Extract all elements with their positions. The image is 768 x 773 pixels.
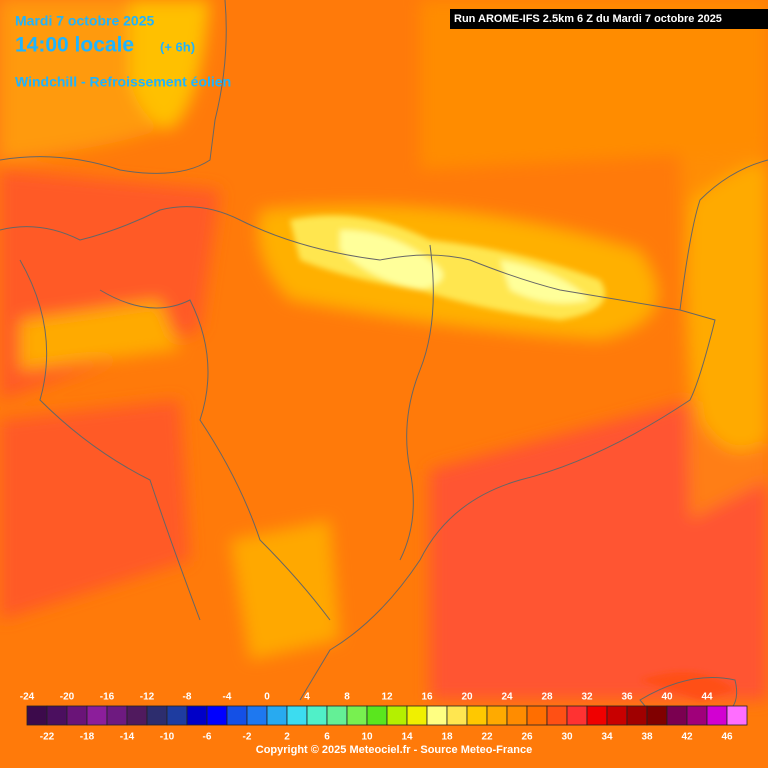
legend-label: -20 [60, 692, 75, 703]
legend-label: 32 [581, 692, 593, 703]
legend-label: 12 [381, 692, 393, 703]
header: Mardi 7 octobre 2025 14:00 locale (+ 6h)… [15, 13, 231, 90]
legend-label: 34 [601, 732, 613, 743]
legend-swatch [446, 705, 468, 726]
legend-swatch [466, 705, 488, 726]
legend-label: 18 [441, 732, 453, 743]
legend-swatch [546, 705, 568, 726]
legend-label: 8 [344, 692, 350, 703]
legend-label: 14 [401, 732, 413, 743]
legend-label: 10 [361, 732, 373, 743]
legend-swatch [426, 705, 448, 726]
legend-label: -14 [120, 732, 135, 743]
legend-label: 44 [701, 692, 713, 703]
legend-label: 38 [641, 732, 653, 743]
legend-swatch [506, 705, 528, 726]
legend-label: 40 [661, 692, 673, 703]
legend-label: 16 [421, 692, 433, 703]
legend-label: -4 [223, 692, 232, 703]
parameter: Windchill - Refroissement éolien [15, 74, 231, 90]
legend-swatch [406, 705, 428, 726]
legend-label: -10 [160, 732, 175, 743]
legend-swatch [326, 705, 348, 726]
legend-swatch [366, 705, 388, 726]
legend-swatch [266, 705, 288, 726]
legend-swatch [666, 705, 688, 726]
legend-swatch [166, 705, 188, 726]
run-info: Run AROME-IFS 2.5km 6 Z du Mardi 7 octob… [454, 13, 722, 25]
offset: (+ 6h) [160, 39, 195, 54]
legend-swatch [26, 705, 48, 726]
legend-label: -24 [20, 692, 35, 703]
legend-swatch [526, 705, 548, 726]
legend-label: 6 [324, 732, 330, 743]
legend-swatch [346, 705, 368, 726]
legend: -24-22-20-18-16-14-12-10-8-6-4-202468101… [20, 692, 748, 743]
legend-swatch [686, 705, 708, 726]
legend-swatch [206, 705, 228, 726]
legend-swatch [586, 705, 608, 726]
legend-label: 46 [721, 732, 733, 743]
legend-swatch [226, 705, 248, 726]
legend-swatch [726, 705, 748, 726]
legend-label: -18 [80, 732, 95, 743]
legend-swatch [66, 705, 88, 726]
legend-swatch [246, 705, 268, 726]
legend-label: 30 [561, 732, 573, 743]
legend-label: 22 [481, 732, 493, 743]
legend-swatch [186, 705, 208, 726]
legend-label: -6 [203, 732, 212, 743]
legend-swatch [606, 705, 628, 726]
legend-label: 4 [304, 692, 310, 703]
legend-label: 26 [521, 732, 533, 743]
legend-swatch [646, 705, 668, 726]
legend-label: 20 [461, 692, 473, 703]
legend-swatch [486, 705, 508, 726]
legend-swatch [106, 705, 128, 726]
legend-label: 24 [501, 692, 513, 703]
legend-swatch [386, 705, 408, 726]
legend-swatch [306, 705, 328, 726]
time: 14:00 locale [15, 34, 134, 57]
legend-label: -16 [100, 692, 115, 703]
legend-label: 2 [284, 732, 290, 743]
legend-label: 36 [621, 692, 633, 703]
copyright: Copyright © 2025 Meteociel.fr - Source M… [256, 744, 532, 756]
legend-swatch [566, 705, 588, 726]
legend-label: 42 [681, 732, 693, 743]
legend-swatch [626, 705, 648, 726]
legend-label: 0 [264, 692, 270, 703]
legend-swatch [46, 705, 68, 726]
legend-swatch [86, 705, 108, 726]
legend-label: -22 [40, 732, 55, 743]
legend-label: -8 [183, 692, 192, 703]
legend-swatch [146, 705, 168, 726]
legend-label: -2 [243, 732, 252, 743]
borders [0, 0, 768, 713]
legend-label: -12 [140, 692, 155, 703]
legend-label: 28 [541, 692, 553, 703]
legend-swatch [286, 705, 308, 726]
legend-swatch [706, 705, 728, 726]
date: Mardi 7 octobre 2025 [15, 13, 154, 29]
run-box [450, 9, 768, 29]
legend-swatch [126, 705, 148, 726]
